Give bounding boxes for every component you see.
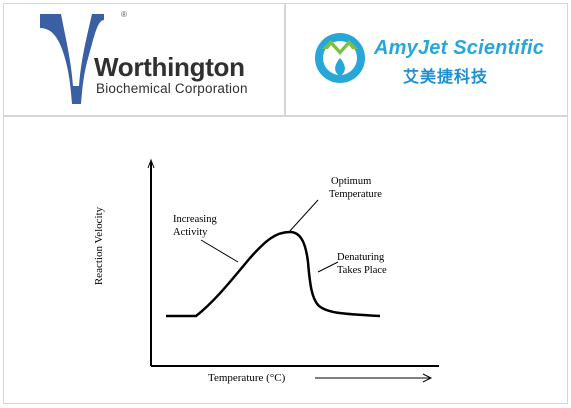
increasing-pointer [200,239,239,263]
y-axis-label: Reaction Velocity [93,206,106,286]
amyjet-name: AmyJet Scientific [374,37,545,59]
optimum-line2: Temperature [329,189,382,200]
worthington-v-mark [40,14,104,104]
denaturing-label: Denaturing Takes Place [337,251,387,277]
increasing-line2: Activity [173,227,208,238]
increasing-activity-label: Increasing Activity [173,213,217,239]
denaturing-pointer [317,261,339,273]
worthington-name: Worthington [94,52,245,82]
x-axis-label: Temperature (°C) [208,372,286,384]
optimum-temperature-label: Optimum Temperature [329,175,382,201]
diagram-panel [3,116,568,404]
amyjet-emblem [315,33,365,83]
increasing-line1: Increasing [173,214,217,225]
denaturing-line2: Takes Place [337,265,387,276]
optimum-pointer [288,199,319,233]
denaturing-line1: Denaturing [337,252,385,263]
optimum-line1: Optimum [331,176,372,187]
worthington-subtitle: Biochemical Corporation [96,81,248,96]
registered-mark: ® [121,10,127,19]
velocity-curve [166,230,381,318]
xlabel-arrow [315,373,433,383]
axes [147,158,439,367]
amyjet-chinese-name: 艾美捷科技 [403,67,489,86]
